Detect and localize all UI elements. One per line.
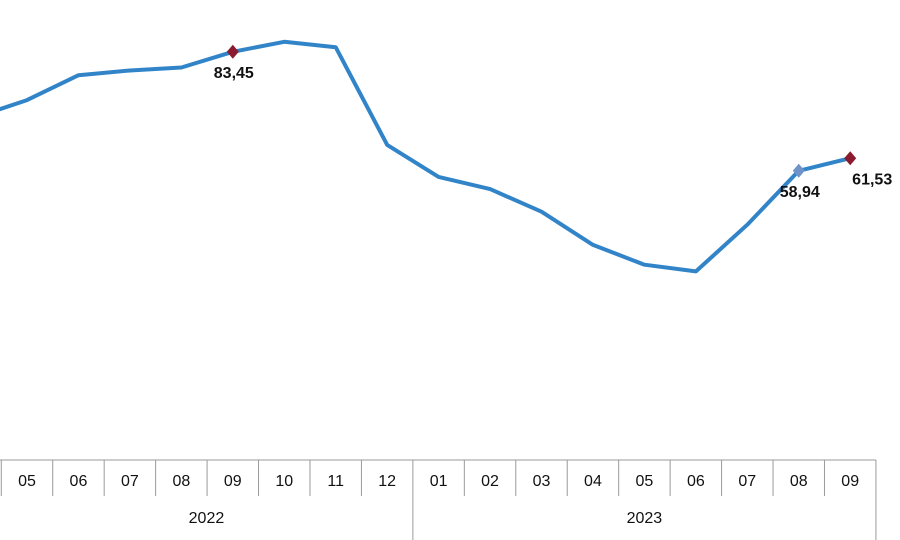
x-tick-label: 01 [430,473,448,490]
line [0,39,851,274]
x-tick-label: 03 [533,473,551,490]
x-tick-label: 07 [121,473,139,490]
x-tick-label: 05 [636,473,654,490]
x-tick-label: 09 [224,473,242,490]
x-group-label: 2023 [627,510,663,527]
data-label: 61,53 [852,171,892,188]
data-label: 58,94 [780,184,820,201]
x-tick-label: 04 [584,473,602,490]
x-tick-label: 07 [738,473,756,490]
x-tick-label: 02 [481,473,499,490]
marker [844,151,857,166]
x-tick-label: 06 [70,473,88,490]
x-tick-label: 06 [687,473,705,490]
x-group-label: 2022 [189,510,225,527]
x-tick-label: 09 [841,473,859,490]
x-tick-label: 05 [18,473,36,490]
x-tick-label: 11 [327,473,344,490]
marker [226,44,239,59]
marker [792,163,805,178]
x-tick-label: 10 [275,473,293,490]
x-tick-label: 08 [790,473,808,490]
data-label: 83,45 [214,65,254,82]
x-tick-label: 12 [378,473,396,490]
plot-area: 83,45 58,94 61,53 [0,39,892,274]
x-tick-label: 08 [172,473,190,490]
